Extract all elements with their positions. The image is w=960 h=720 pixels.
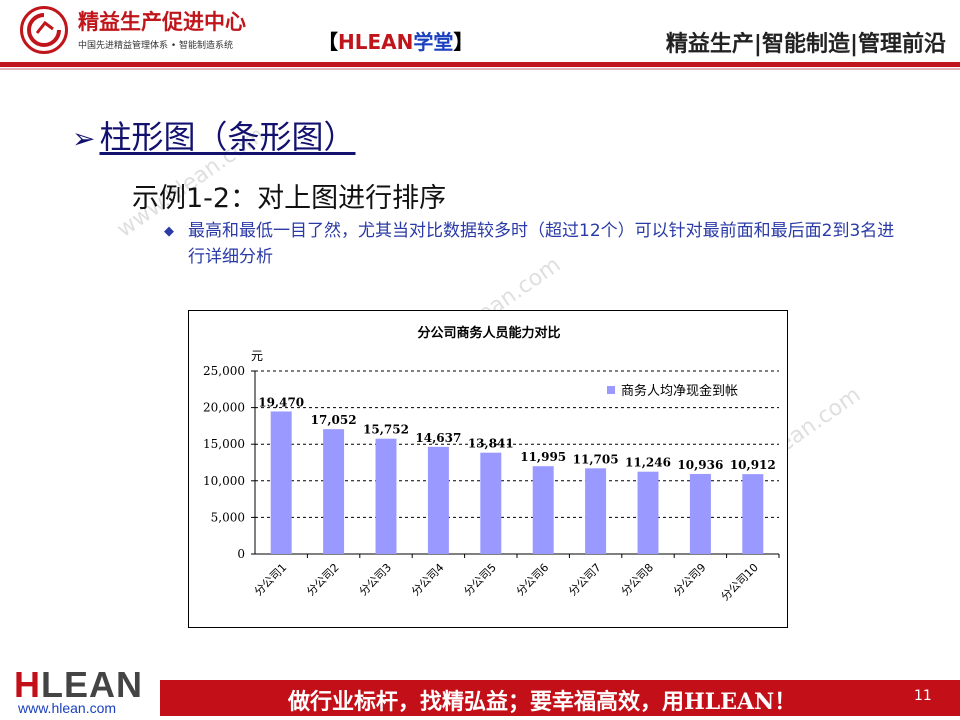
- bar: [742, 474, 764, 554]
- x-tick-label: 分公司7: [566, 561, 603, 598]
- y-tick-label: 5,000: [211, 510, 245, 524]
- x-tick-label: 分公司9: [671, 561, 708, 598]
- legend-label: 商务人均净现金到帐: [621, 383, 738, 399]
- legend-swatch: [607, 386, 615, 394]
- x-tick-label: 分公司5: [461, 561, 498, 598]
- x-tick-label: 分公司3: [357, 561, 394, 598]
- bullet-text: 最高和最低一目了然，尤其当对比数据较多时（超过12个）可以针对最前面和最后面2到…: [188, 221, 895, 267]
- header-divider: [0, 62, 960, 67]
- x-tick-label: 分公司1: [252, 561, 289, 598]
- section-title: ➢ 柱形图（条形图）: [72, 118, 356, 156]
- data-label: 13,841: [468, 437, 514, 451]
- bar-chart: 分公司商务人员能力对比元 0 5,000 10,000 15,000 20,000 25,0…: [188, 310, 788, 628]
- data-label: 10,936: [677, 458, 723, 472]
- bar: [323, 429, 345, 554]
- x-tick-label: 分公司6: [514, 561, 551, 598]
- y-tick-label: 15,000: [203, 437, 245, 451]
- chart-title: 分公司商务人员能力对比: [417, 325, 560, 341]
- data-label: 14,637: [415, 431, 461, 445]
- data-label: 11,995: [520, 450, 566, 464]
- x-tick-label: 分公司2: [304, 561, 341, 598]
- data-label: 11,705: [573, 452, 619, 466]
- header-divider-thin: [0, 68, 960, 70]
- data-label: 15,752: [363, 423, 409, 437]
- x-tick-label: 分公司4: [409, 561, 446, 598]
- y-tick-label: 20,000: [203, 401, 245, 415]
- diamond-bullet-icon: ◆: [164, 224, 174, 239]
- logo-subtitle: 中国先进精益管理体系 • 智能制造系统: [78, 41, 234, 51]
- footer-bar: [160, 680, 960, 716]
- y-tick-label: 10,000: [203, 474, 245, 488]
- logo-icon: [20, 6, 68, 54]
- example-heading: 示例1-2：对上图进行排序: [132, 183, 447, 214]
- header-tagline: 精益生产|智能制造|管理前沿: [665, 32, 946, 57]
- brand-label: 【HLEAN学堂】: [318, 30, 474, 54]
- bar: [427, 446, 449, 554]
- bar: [532, 466, 554, 554]
- x-tick-label: 分公司10: [718, 561, 760, 603]
- bar: [375, 438, 397, 554]
- data-label: 19,470: [258, 395, 304, 409]
- bar: [480, 452, 502, 554]
- footer-logo: HLEAN: [14, 664, 143, 705]
- page-number: 11: [914, 688, 932, 704]
- data-label: 10,912: [730, 458, 776, 472]
- slide-header: 精益生产促进中心 中国先进精益管理体系 • 智能制造系统 【HLEAN学堂】 精…: [0, 0, 960, 72]
- footer-url[interactable]: www.hlean.com: [18, 700, 117, 716]
- arrow-bullet-icon: ➢: [72, 122, 96, 155]
- logo-title: 精益生产促进中心: [78, 10, 246, 34]
- bullet-point: ◆ 最高和最低一目了然，尤其当对比数据较多时（超过12个）可以针对最前面和最后面…: [164, 218, 904, 270]
- y-tick-label: 0: [237, 547, 245, 561]
- data-label: 11,246: [625, 456, 671, 470]
- bar: [689, 473, 711, 554]
- bar: [585, 468, 607, 554]
- footer-slogan: 做行业标杆，找精弘益；要幸福高效，用HLEAN！: [288, 689, 797, 715]
- x-tick-label: 分公司8: [619, 561, 656, 598]
- y-axis-label: 元: [251, 349, 263, 363]
- y-tick-label: 25,000: [203, 364, 245, 378]
- bar: [270, 411, 292, 554]
- bar: [637, 471, 659, 554]
- data-label: 17,052: [311, 413, 357, 427]
